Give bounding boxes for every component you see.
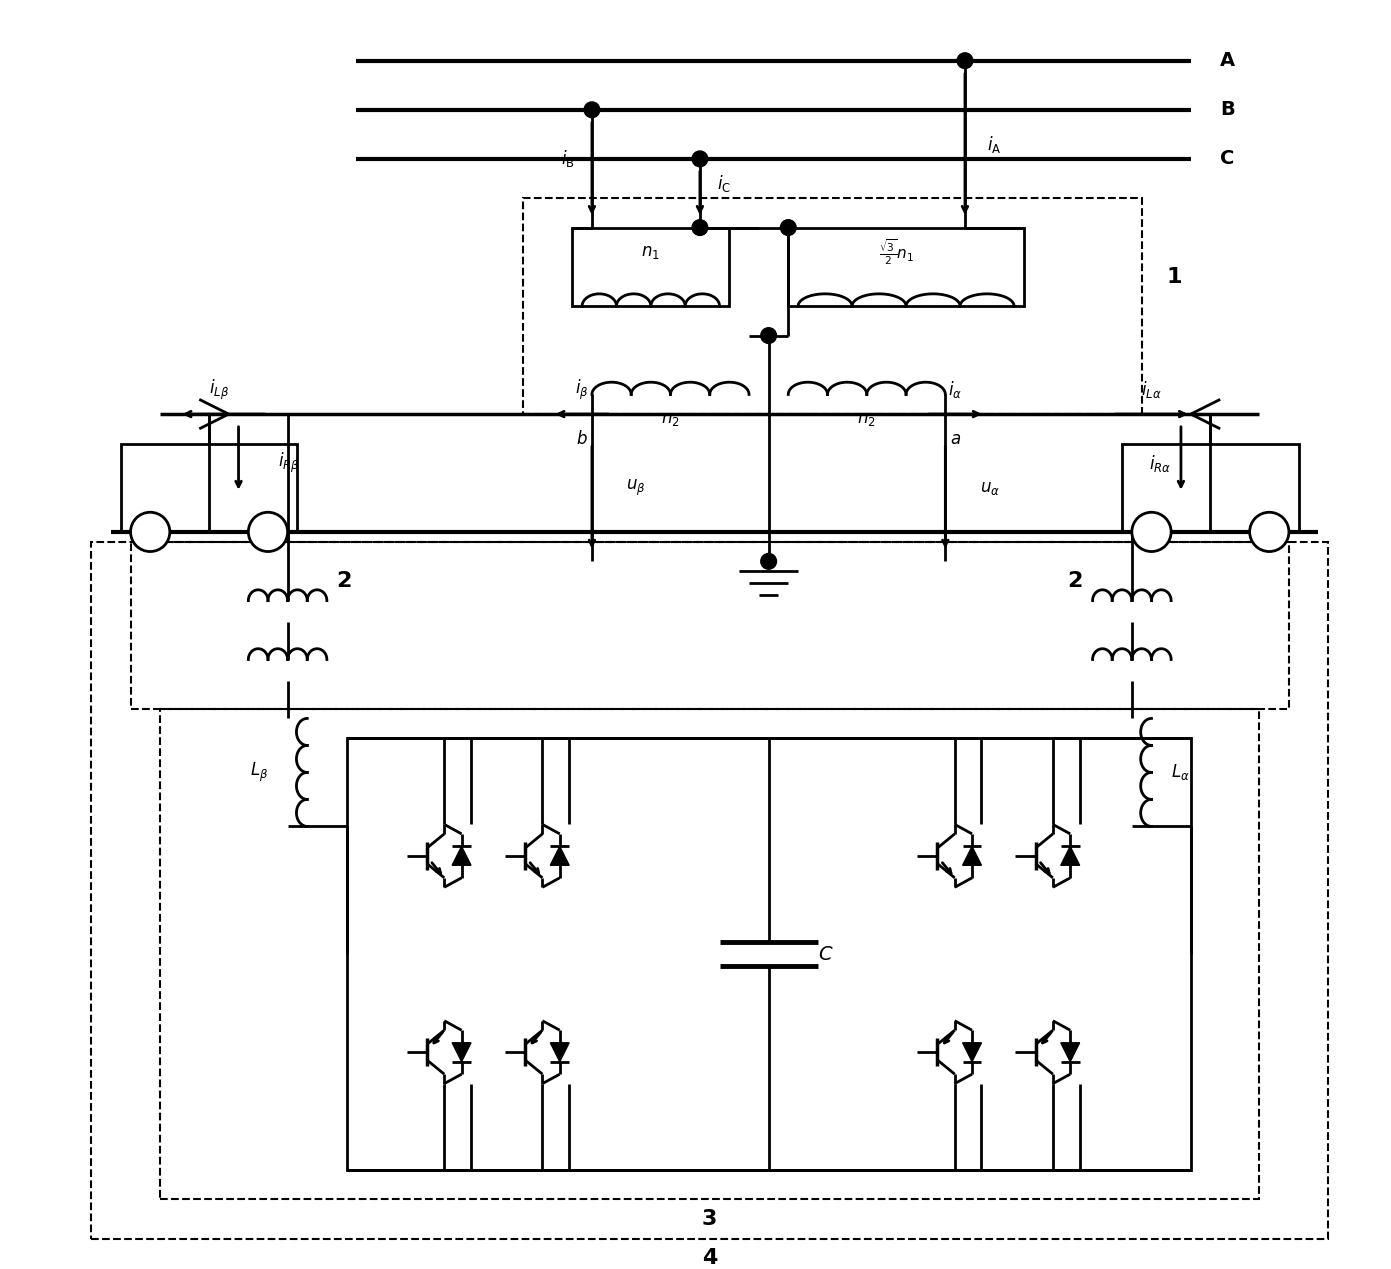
Bar: [572, 227, 729, 306]
Circle shape: [249, 513, 288, 552]
Bar: [121, 444, 298, 532]
Polygon shape: [1061, 1043, 1079, 1062]
Bar: [160, 708, 1259, 1199]
Polygon shape: [452, 846, 472, 865]
Text: $u_{\alpha}$: $u_{\alpha}$: [979, 478, 1000, 496]
Polygon shape: [551, 1043, 569, 1062]
Polygon shape: [963, 1043, 982, 1062]
Text: C: C: [1220, 150, 1235, 169]
Text: $n_1$: $n_1$: [641, 244, 661, 261]
Text: $L_{\beta}$: $L_{\beta}$: [249, 761, 268, 784]
Circle shape: [1132, 513, 1171, 552]
Text: $\frac{\sqrt{3}}{2}n_1$: $\frac{\sqrt{3}}{2}n_1$: [879, 237, 914, 266]
Circle shape: [957, 53, 972, 69]
Circle shape: [131, 513, 170, 552]
Bar: [1123, 444, 1299, 532]
Circle shape: [584, 102, 600, 118]
Text: 2: 2: [1067, 571, 1082, 591]
Text: 4: 4: [702, 1249, 718, 1268]
Text: $i_{\alpha}$: $i_{\alpha}$: [949, 379, 963, 400]
Text: $u_{\beta}$: $u_{\beta}$: [626, 477, 645, 497]
Text: $b$: $b$: [576, 430, 588, 448]
Polygon shape: [452, 1043, 472, 1062]
Polygon shape: [963, 846, 982, 865]
Text: $L_{\alpha}$: $L_{\alpha}$: [1171, 763, 1189, 783]
Text: $i_{R\beta}$: $i_{R\beta}$: [278, 450, 299, 476]
Text: 3: 3: [702, 1209, 718, 1230]
Text: $C$: $C$: [818, 944, 833, 963]
Text: $n_2$: $n_2$: [857, 410, 876, 428]
Text: $n_2$: $n_2$: [661, 410, 680, 428]
Text: 2: 2: [337, 571, 352, 591]
Bar: [523, 198, 1142, 414]
Text: 1: 1: [1166, 266, 1182, 287]
Text: $i_{\rm B}$: $i_{\rm B}$: [561, 148, 574, 169]
Bar: [789, 227, 1024, 306]
Text: $i_{\rm C}$: $i_{\rm C}$: [718, 173, 732, 194]
Bar: [92, 542, 1328, 1239]
Text: $i_{R\alpha}$: $i_{R\alpha}$: [1149, 453, 1171, 473]
Text: A: A: [1220, 51, 1235, 70]
Circle shape: [1249, 513, 1289, 552]
Circle shape: [761, 553, 776, 570]
Text: $i_{\beta}$: $i_{\beta}$: [576, 377, 588, 402]
Text: $a$: $a$: [950, 430, 961, 448]
Circle shape: [780, 220, 796, 236]
Text: $i_{\rm A}$: $i_{\rm A}$: [988, 133, 1002, 155]
Polygon shape: [1061, 846, 1079, 865]
Circle shape: [693, 151, 708, 166]
Circle shape: [761, 327, 776, 344]
Text: $i_{L\beta}$: $i_{L\beta}$: [209, 377, 230, 402]
Circle shape: [693, 220, 708, 236]
Text: $i_{L\alpha}$: $i_{L\alpha}$: [1141, 379, 1161, 400]
Bar: [131, 542, 1289, 708]
Bar: [346, 739, 1191, 1170]
Polygon shape: [551, 846, 569, 865]
Text: B: B: [1220, 100, 1235, 119]
